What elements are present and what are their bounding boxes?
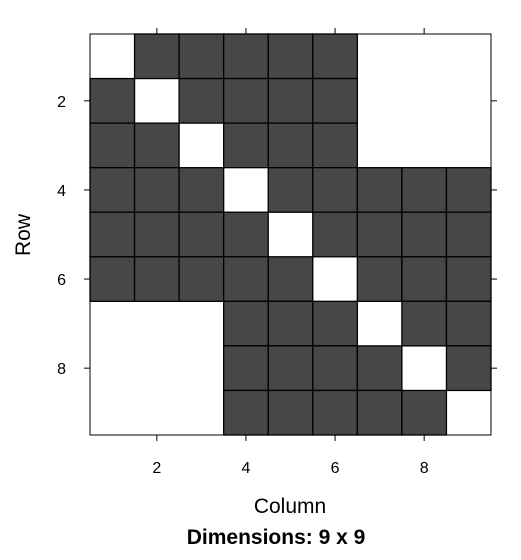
dimensions-subtitle: Dimensions: 9 x 9 bbox=[187, 526, 366, 549]
matrix-cell-r5-c7 bbox=[356, 211, 403, 258]
y-axis-title: Row bbox=[12, 213, 35, 256]
matrix-cell-r8-c6 bbox=[312, 345, 358, 392]
matrix-cell-r8-c4 bbox=[223, 345, 269, 392]
matrix-cell-r3-c1 bbox=[89, 122, 136, 169]
x-axis-title: Column bbox=[254, 495, 326, 518]
matrix-cell-r6-c3 bbox=[178, 256, 225, 302]
matrix-cell-r3-c5 bbox=[267, 122, 314, 169]
matrix-cell-r3-c6 bbox=[312, 122, 358, 169]
matrix-cell-r4-c1 bbox=[89, 167, 136, 213]
matrix-cell-r4-c5 bbox=[267, 167, 314, 213]
matrix-cell-r3-c2 bbox=[133, 122, 180, 169]
matrix-cell-r9-c8 bbox=[401, 389, 448, 436]
matrix-cell-r8-c7 bbox=[356, 345, 403, 392]
panel-border bbox=[89, 33, 492, 436]
matrix-cell-r7-c8 bbox=[401, 300, 448, 347]
matrix-cell-r5-c8 bbox=[401, 211, 448, 258]
matrix-cell-r9-c4 bbox=[223, 389, 269, 436]
x-tick-label: 4 bbox=[241, 460, 250, 477]
matrix-cell-r1-c3 bbox=[178, 33, 225, 80]
matrix-cell-r5-c6 bbox=[312, 211, 358, 258]
matrix-cell-r1-c2 bbox=[133, 33, 180, 80]
y-tick-label: 6 bbox=[57, 272, 66, 289]
matrix-cell-r4-c8 bbox=[401, 167, 448, 213]
y-tick-label: 8 bbox=[57, 361, 66, 378]
matrix-cells bbox=[89, 33, 492, 436]
matrix-cell-r1-c4 bbox=[223, 33, 269, 80]
matrix-cell-r6-c1 bbox=[89, 256, 136, 302]
axis-ticks: 2 4 6 8 2 4 6 8 bbox=[57, 28, 497, 477]
y-tick-label: 4 bbox=[57, 183, 66, 200]
x-tick-label: 2 bbox=[152, 460, 161, 477]
matrix-cell-r4-c7 bbox=[356, 167, 403, 213]
matrix-cell-r6-c9 bbox=[445, 256, 492, 302]
matrix-cell-r3-c4 bbox=[223, 122, 269, 169]
matrix-cell-r8-c9 bbox=[445, 345, 492, 392]
matrix-cell-r2-c5 bbox=[267, 77, 314, 124]
matrix-cell-r9-c7 bbox=[356, 389, 403, 436]
matrix-cell-r6-c8 bbox=[401, 256, 448, 302]
matrix-cell-r4-c2 bbox=[133, 167, 180, 213]
matrix-cell-r7-c4 bbox=[223, 300, 269, 347]
matrix-cell-r2-c3 bbox=[178, 77, 225, 124]
matrix-cell-r8-c5 bbox=[267, 345, 314, 392]
matrix-cell-r7-c6 bbox=[312, 300, 358, 347]
matrix-cell-r4-c9 bbox=[445, 167, 492, 213]
matrix-cell-r1-c6 bbox=[312, 33, 358, 80]
x-tick-label: 8 bbox=[420, 460, 429, 477]
y-tick-label: 2 bbox=[57, 94, 66, 111]
matrix-cell-r5-c4 bbox=[223, 211, 269, 258]
matrix-cell-r9-c6 bbox=[312, 389, 358, 436]
matrix-cell-r6-c4 bbox=[223, 256, 269, 302]
matrix-cell-r6-c2 bbox=[133, 256, 180, 302]
matrix-cell-r4-c3 bbox=[178, 167, 225, 213]
matrix-cell-r5-c3 bbox=[178, 211, 225, 258]
matrix-cell-r7-c9 bbox=[445, 300, 492, 347]
x-tick-label: 6 bbox=[331, 460, 340, 477]
matrix-cell-r5-c9 bbox=[445, 211, 492, 258]
matrix-cell-r2-c6 bbox=[312, 77, 358, 124]
matrix-cell-r6-c5 bbox=[267, 256, 314, 302]
matrix-cell-r2-c1 bbox=[89, 77, 136, 124]
matrix-cell-r5-c2 bbox=[133, 211, 180, 258]
matrix-cell-r1-c5 bbox=[267, 33, 314, 80]
matrix-cell-r7-c5 bbox=[267, 300, 314, 347]
matrix-cell-r4-c6 bbox=[312, 167, 358, 213]
matrix-cell-r5-c1 bbox=[89, 211, 136, 258]
matrix-cell-r9-c5 bbox=[267, 389, 314, 436]
matrix-cell-r2-c4 bbox=[223, 77, 269, 124]
matrix-cell-r6-c7 bbox=[356, 256, 403, 302]
